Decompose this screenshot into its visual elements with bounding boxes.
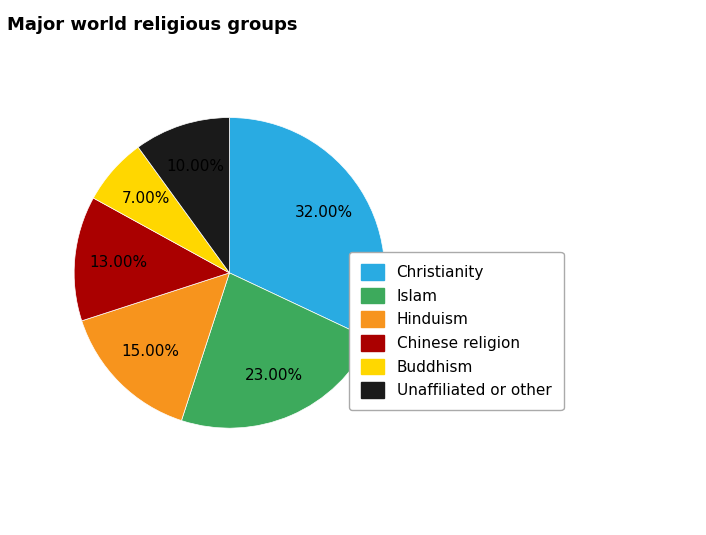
Wedge shape — [82, 273, 229, 421]
Wedge shape — [138, 118, 229, 273]
Text: 23.00%: 23.00% — [245, 368, 303, 383]
Wedge shape — [229, 118, 385, 339]
Legend: Christianity, Islam, Hinduism, Chinese religion, Buddhism, Unaffiliated or other: Christianity, Islam, Hinduism, Chinese r… — [349, 252, 563, 410]
Text: 15.00%: 15.00% — [121, 345, 179, 360]
Text: Major world religious groups: Major world religious groups — [7, 16, 297, 34]
Wedge shape — [74, 198, 229, 321]
Text: 32.00%: 32.00% — [295, 205, 353, 220]
Text: 10.00%: 10.00% — [166, 159, 224, 174]
Text: 13.00%: 13.00% — [89, 255, 147, 270]
Wedge shape — [181, 273, 370, 428]
Wedge shape — [93, 147, 229, 273]
Text: 7.00%: 7.00% — [121, 192, 169, 207]
